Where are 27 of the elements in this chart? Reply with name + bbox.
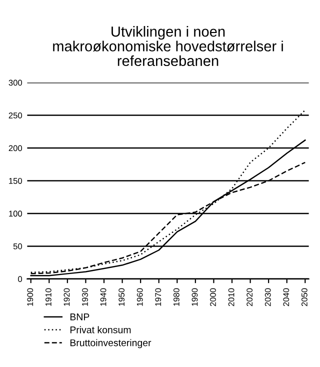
y-tick-label: 150 bbox=[9, 178, 22, 184]
chart-title: Utviklingen i noen makroøkonomiske hovedstørrelser i referansebanen bbox=[53, 26, 283, 66]
legend-label: Privat konsum bbox=[70, 326, 131, 334]
x-tick-label: 2000 bbox=[210, 288, 216, 306]
y-tick-label: 0 bbox=[18, 276, 22, 282]
x-tick-label: 1930 bbox=[82, 288, 88, 306]
x-tick-label: 1910 bbox=[45, 288, 52, 306]
y-tick-label: 250 bbox=[8, 112, 22, 118]
x-tick-label: 1960 bbox=[136, 288, 143, 306]
x-tick-label: 2020 bbox=[246, 288, 253, 306]
x-tick-label: 2010 bbox=[228, 288, 234, 306]
x-tick-label: 1990 bbox=[192, 288, 198, 306]
x-tick-label: 1980 bbox=[173, 288, 180, 306]
x-tick-label: 1920 bbox=[64, 288, 70, 306]
legend-label: BNP bbox=[70, 314, 90, 320]
y-tick-label: 50 bbox=[13, 243, 22, 250]
x-tick-label: 2050 bbox=[301, 288, 308, 306]
x-tick-label: 1900 bbox=[27, 288, 34, 306]
x-tick-label: 2040 bbox=[283, 288, 290, 306]
x-tick-label: 1950 bbox=[118, 288, 125, 306]
x-tick-label: 2030 bbox=[264, 288, 271, 306]
legend-label: Bruttoinvesteringer bbox=[70, 339, 152, 348]
y-tick-label: 200 bbox=[8, 145, 22, 152]
y-tick-label: 300 bbox=[8, 80, 22, 86]
x-tick-label: 1940 bbox=[100, 288, 106, 306]
y-tick-label: 100 bbox=[9, 210, 22, 217]
x-tick-label: 1970 bbox=[155, 288, 162, 306]
